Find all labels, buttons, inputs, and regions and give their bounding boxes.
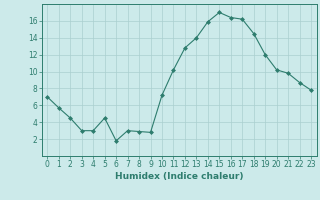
X-axis label: Humidex (Indice chaleur): Humidex (Indice chaleur)	[115, 172, 244, 181]
